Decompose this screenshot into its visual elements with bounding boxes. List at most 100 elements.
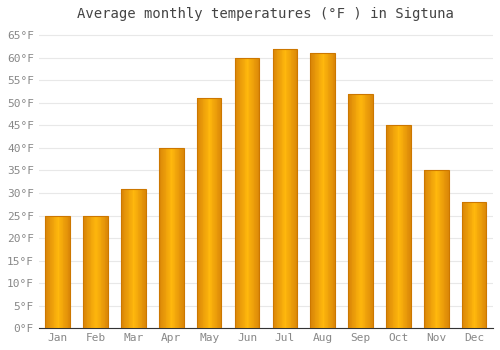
Bar (250, 58, 251, 328)
Bar (126, 189, 127, 328)
Bar (321, 53, 322, 328)
Title: Average monthly temperatures (°F ) in Sigtuna: Average monthly temperatures (°F ) in Si… (78, 7, 454, 21)
Bar (362, 94, 363, 328)
Bar (355, 94, 356, 328)
Bar (173, 148, 174, 328)
Bar (293, 49, 294, 328)
Bar (98, 216, 99, 328)
Bar (425, 170, 426, 328)
Bar (132, 189, 134, 328)
Bar (285, 49, 286, 328)
Bar (399, 125, 400, 328)
Bar (131, 189, 132, 328)
Bar (296, 49, 297, 328)
Bar (472, 202, 474, 328)
Bar (348, 94, 373, 328)
Bar (331, 53, 332, 328)
Bar (107, 216, 108, 328)
Bar (466, 202, 468, 328)
Bar (94, 216, 95, 328)
Bar (140, 189, 141, 328)
Bar (86, 216, 88, 328)
Bar (205, 98, 206, 328)
Bar (471, 202, 472, 328)
Bar (479, 202, 480, 328)
Bar (255, 58, 256, 328)
Bar (69, 216, 70, 328)
Bar (256, 58, 257, 328)
Bar (145, 189, 146, 328)
Bar (142, 189, 144, 328)
Bar (396, 125, 397, 328)
Bar (436, 170, 437, 328)
Bar (97, 216, 98, 328)
Bar (274, 49, 275, 328)
Bar (162, 148, 163, 328)
Bar (278, 49, 279, 328)
Bar (206, 98, 208, 328)
Bar (312, 53, 313, 328)
Bar (474, 202, 475, 328)
Bar (398, 125, 399, 328)
Bar (272, 49, 297, 328)
Bar (84, 216, 108, 328)
Bar (212, 98, 214, 328)
Bar (476, 202, 478, 328)
Bar (67, 216, 68, 328)
Bar (354, 94, 355, 328)
Bar (392, 125, 394, 328)
Bar (197, 98, 222, 328)
Bar (444, 170, 446, 328)
Bar (443, 170, 444, 328)
Bar (176, 148, 177, 328)
Bar (350, 94, 352, 328)
Bar (167, 148, 168, 328)
Bar (430, 170, 432, 328)
Bar (238, 58, 239, 328)
Bar (180, 148, 181, 328)
Bar (215, 98, 216, 328)
Bar (386, 125, 410, 328)
Bar (127, 189, 128, 328)
Bar (447, 170, 448, 328)
Bar (276, 49, 278, 328)
Bar (89, 216, 90, 328)
Bar (139, 189, 140, 328)
Bar (332, 53, 334, 328)
Bar (174, 148, 176, 328)
Bar (272, 49, 274, 328)
Bar (314, 53, 316, 328)
Bar (394, 125, 395, 328)
Bar (395, 125, 396, 328)
Bar (424, 170, 448, 328)
Bar (123, 189, 124, 328)
Bar (401, 125, 402, 328)
Bar (201, 98, 202, 328)
Bar (370, 94, 371, 328)
Bar (286, 49, 288, 328)
Bar (428, 170, 429, 328)
Bar (409, 125, 410, 328)
Bar (317, 53, 318, 328)
Bar (60, 216, 61, 328)
Bar (244, 58, 246, 328)
Bar (163, 148, 164, 328)
Bar (294, 49, 296, 328)
Bar (183, 148, 184, 328)
Bar (441, 170, 442, 328)
Bar (125, 189, 126, 328)
Bar (102, 216, 103, 328)
Bar (56, 216, 57, 328)
Bar (85, 216, 86, 328)
Bar (429, 170, 430, 328)
Bar (324, 53, 325, 328)
Bar (247, 58, 248, 328)
Bar (57, 216, 58, 328)
Bar (47, 216, 48, 328)
Bar (310, 53, 311, 328)
Bar (360, 94, 362, 328)
Bar (468, 202, 469, 328)
Bar (368, 94, 369, 328)
Bar (210, 98, 211, 328)
Bar (93, 216, 94, 328)
